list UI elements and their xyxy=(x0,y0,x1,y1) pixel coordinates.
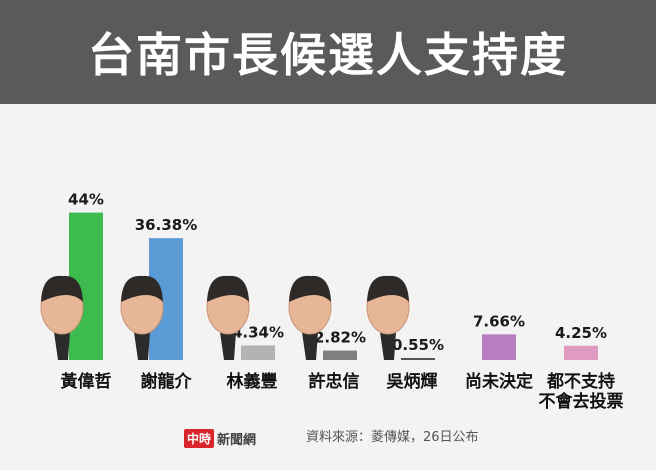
value-label-6: 7.66% xyxy=(473,312,525,330)
category-label-7-line-1: 都不支持 xyxy=(546,371,615,392)
candidate-photo-4 xyxy=(288,275,332,360)
logo-badge: 中時 xyxy=(184,428,215,448)
page-title: 台南市長候選人支持度 xyxy=(88,28,568,82)
category-label-1: 黃偉哲 xyxy=(60,371,112,392)
value-label-2: 36.38% xyxy=(135,216,197,234)
value-label-4: 2.82% xyxy=(314,329,366,347)
bar-6 xyxy=(482,334,516,360)
value-label-1: 44% xyxy=(68,191,104,209)
value-label-7: 4.25% xyxy=(555,324,607,342)
bar-7 xyxy=(564,345,598,360)
bar-4 xyxy=(323,350,357,360)
category-label-3: 林義豐 xyxy=(227,371,278,392)
candidate-photo-1 xyxy=(40,275,84,360)
logo-text: 新聞網 xyxy=(217,432,257,448)
category-label-5: 吳炳輝 xyxy=(387,371,438,392)
candidate-photo-5 xyxy=(366,275,410,360)
category-label-2: 謝龍介 xyxy=(141,371,193,392)
bar-chart: 44% 黃偉哲 36.38% 謝龍介 4.34% 林義豐 2.82% 許忠信 0.55% 吳炳輝 7… xyxy=(40,191,624,412)
category-label-6: 尚未決定 xyxy=(465,371,533,392)
value-label-3: 4.34% xyxy=(232,323,284,341)
bar-5 xyxy=(401,358,435,360)
candidate-photo-3 xyxy=(206,275,250,360)
category-label-4: 許忠信 xyxy=(309,371,360,392)
source-note: 資料來源：菱傳媒，26日公布 xyxy=(306,430,479,445)
title-banner: 台南市長候選人支持度 xyxy=(0,0,656,104)
value-label-5: 0.55% xyxy=(392,336,444,354)
candidate-photo-2 xyxy=(120,275,164,360)
bar-3 xyxy=(241,345,275,360)
category-label-7-line-2: 不會去投票 xyxy=(539,391,624,412)
brand-logo: 中時 新聞網 xyxy=(184,428,256,448)
